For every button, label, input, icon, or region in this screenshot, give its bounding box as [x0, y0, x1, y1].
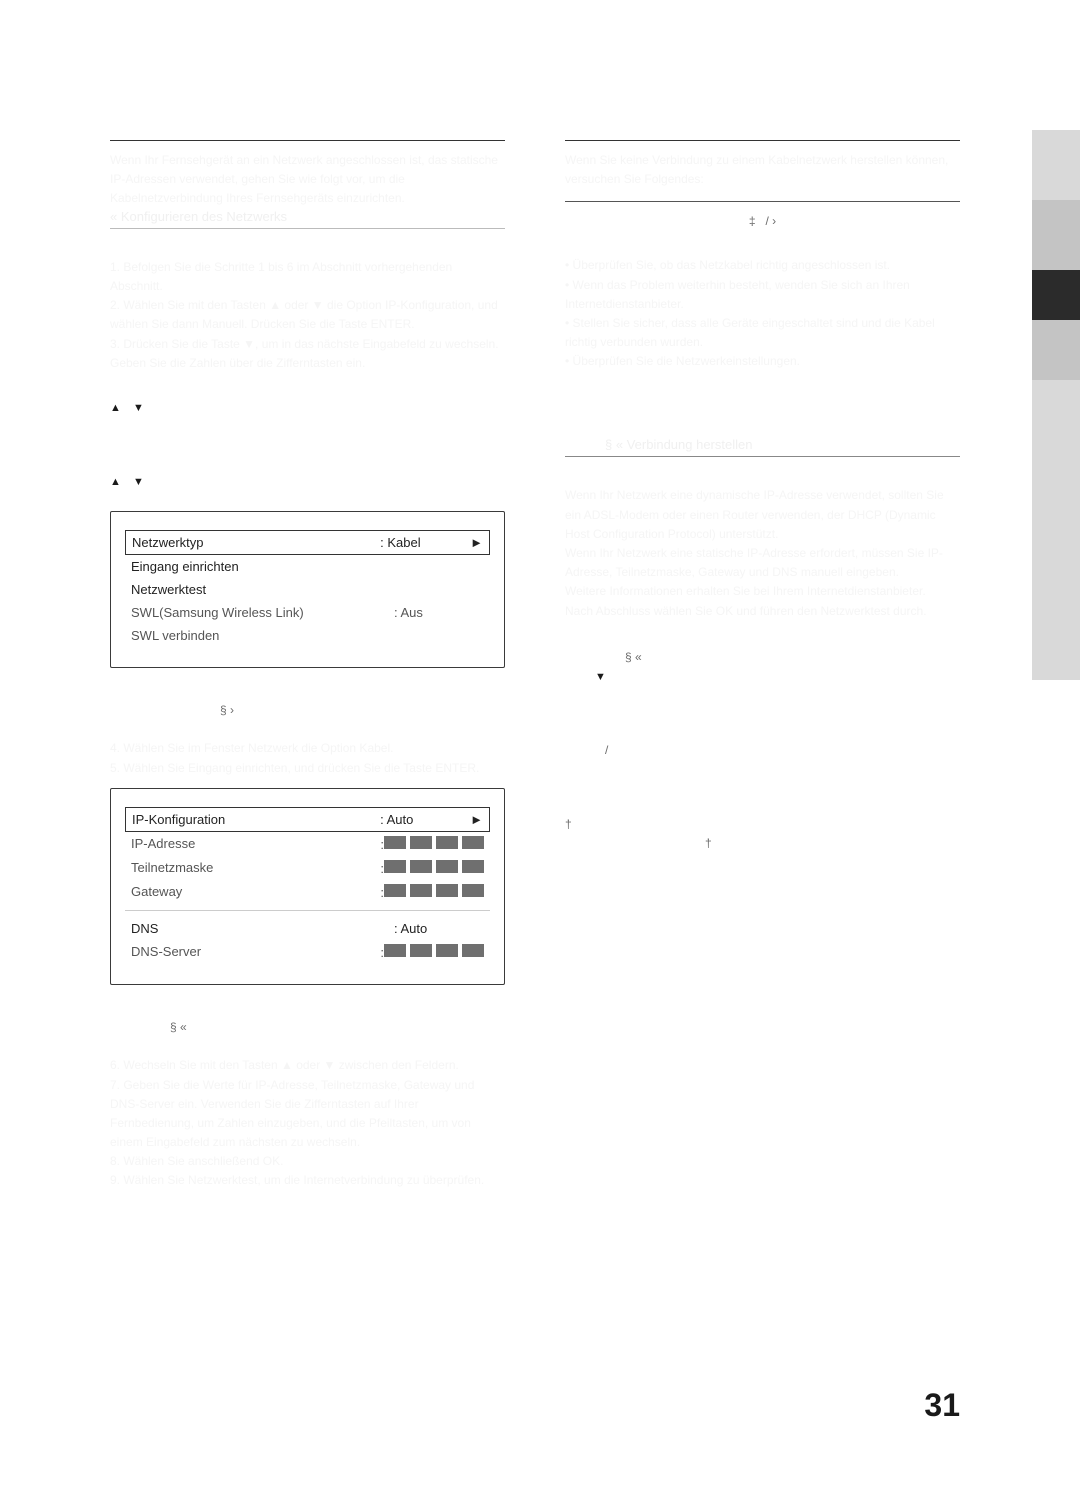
side-index-tabs — [1032, 130, 1080, 680]
osd-row-eingang[interactable]: Eingang einrichten — [125, 555, 490, 578]
osd-row-dns[interactable]: DNS : Auto — [125, 917, 490, 940]
ip-field[interactable] — [384, 860, 484, 873]
osd-ip-config-menu: IP-Konfiguration : Auto ► IP-Adresse : T… — [110, 788, 505, 985]
osd-label: DNS — [131, 921, 394, 936]
body-right-2: Wenn Ihr Netzwerk eine dynamische IP-Adr… — [565, 467, 960, 880]
ip-field[interactable] — [384, 944, 484, 957]
osd-label: DNS-Server — [131, 944, 380, 959]
osd-row-gateway[interactable]: Gateway : — [125, 880, 490, 904]
text: 6. Wechseln Sie mit den Tasten ▲ oder ▼ … — [110, 1058, 484, 1187]
osd-row-ipkonfig[interactable]: IP-Konfiguration : Auto ► — [125, 807, 490, 832]
osd-label: SWL verbinden — [131, 628, 484, 643]
osd-row-teilnetz[interactable]: Teilnetzmaske : — [125, 856, 490, 880]
up-down-icon: ▲ ▼ — [110, 402, 146, 414]
sub-heading-label: Konfigurieren des Netzwerks — [121, 209, 287, 224]
text: Wenn Ihr Netzwerk eine dynamische IP-Adr… — [565, 488, 944, 617]
text: Wenn Sie keine Verbindung zu einem Kabel… — [565, 153, 948, 186]
osd-row-netzwerktest[interactable]: Netzwerktest — [125, 578, 490, 601]
chevron-right-icon: ► — [470, 535, 483, 550]
osd-value: : Auto — [394, 921, 484, 936]
osd-label: Netzwerktyp — [132, 535, 380, 550]
side-tab-active — [1032, 270, 1080, 320]
bottom-text: § « 6. Wechseln Sie mit den Tasten ▲ ode… — [110, 999, 505, 1191]
side-tab — [1032, 200, 1080, 270]
sub-heading-2: § « Verbindung herstellen — [565, 437, 960, 457]
osd-row-swl[interactable]: SWL(Samsung Wireless Link) : Aus — [125, 601, 490, 624]
osd-value: : Aus — [394, 605, 484, 620]
intro-right: Wenn Sie keine Verbindung zu einem Kabel… — [565, 151, 960, 201]
page-number: 31 — [924, 1387, 960, 1424]
text: 1. Befolgen Sie die Schritte 1 bis 6 im … — [110, 260, 499, 370]
column-rule — [565, 140, 960, 141]
osd-label: Teilnetzmaske — [131, 860, 380, 875]
osd-label: IP-Adresse — [131, 836, 380, 851]
osd-row-dnsserver[interactable]: DNS-Server : — [125, 940, 490, 964]
sub-heading: « Konfigurieren des Netzwerks — [110, 209, 505, 229]
intro-text: Wenn Ihr Fernsehgerät an ein Netzwerk an… — [110, 151, 505, 209]
text: • Überprüfen Sie, ob das Netzkabel richt… — [565, 258, 935, 368]
sub-heading-label: Verbindung herstellen — [627, 437, 753, 452]
osd-label: SWL(Samsung Wireless Link) — [131, 605, 394, 620]
osd-value: : Auto — [380, 812, 470, 827]
osd-row-ipadresse[interactable]: IP-Adresse : — [125, 832, 490, 856]
ip-field[interactable] — [384, 884, 484, 897]
body-right-1: • Überprüfen Sie, ob das Netzkabel richt… — [565, 237, 960, 437]
column-rule — [110, 140, 505, 141]
text: Wenn Ihr Fernsehgerät an ein Netzwerk an… — [110, 153, 498, 205]
page-content: Wenn Ihr Fernsehgerät an ein Netzwerk an… — [110, 140, 960, 1394]
osd-value: : Kabel — [380, 535, 470, 550]
osd-label: IP-Konfiguration — [132, 812, 380, 827]
up-down-icon: ▲ ▼ — [110, 476, 146, 488]
chevron-right-icon: ► — [470, 812, 483, 827]
left-column: Wenn Ihr Fernsehgerät an ein Netzwerk an… — [110, 140, 505, 1191]
mid-text: § › 4. Wählen Sie im Fenster Netzwerk di… — [110, 682, 505, 778]
osd-label: Eingang einrichten — [131, 559, 484, 574]
steps-top: 1. Befolgen Sie die Schritte 1 bis 6 im … — [110, 239, 505, 511]
side-tab — [1032, 320, 1080, 380]
right-column: Wenn Sie keine Verbindung zu einem Kabel… — [565, 140, 960, 1191]
osd-label: Gateway — [131, 884, 380, 899]
side-tab — [1032, 380, 1080, 680]
osd-label: Netzwerktest — [131, 582, 484, 597]
ip-field[interactable] — [384, 836, 484, 849]
osd-network-menu: Netzwerktyp : Kabel ► Eingang einrichten… — [110, 511, 505, 668]
sub-heading-right: ‡ / › — [565, 212, 960, 231]
sub-rule — [565, 201, 960, 202]
osd-row-netzwerktyp[interactable]: Netzwerktyp : Kabel ► — [125, 530, 490, 555]
side-tab — [1032, 130, 1080, 200]
text: 4. Wählen Sie im Fenster Netzwerk die Op… — [110, 741, 479, 774]
down-icon: ▼ — [595, 671, 608, 683]
osd-row-swl-verbinden[interactable]: SWL verbinden — [125, 624, 490, 647]
